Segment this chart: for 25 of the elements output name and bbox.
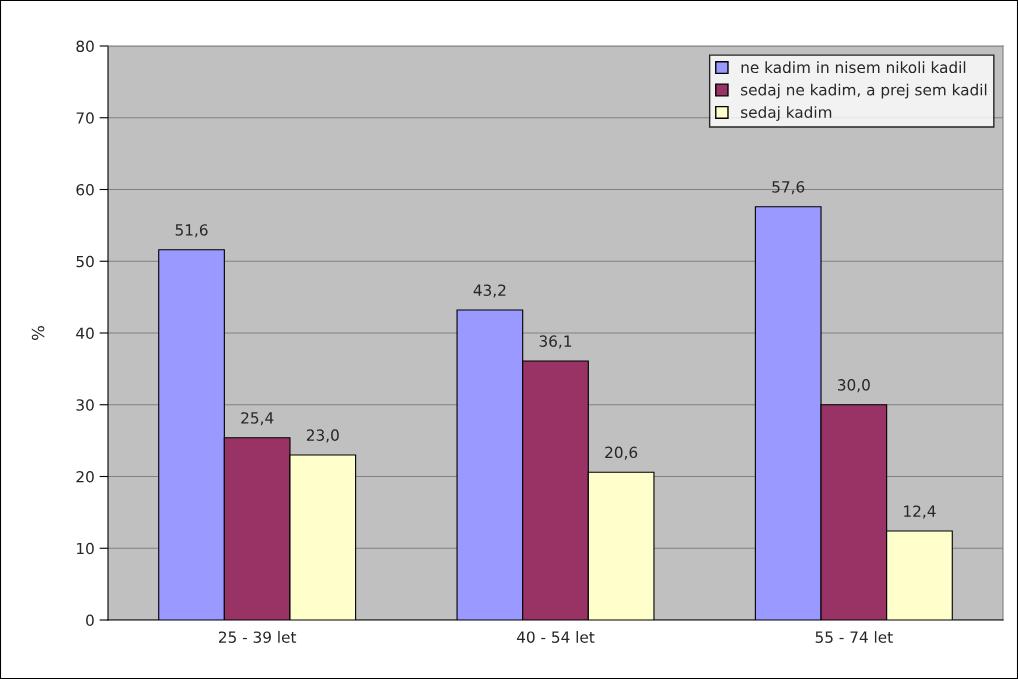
y-tick-label: 50 (76, 255, 94, 268)
y-tick-label: 20 (76, 470, 94, 483)
data-label: 57,6 (772, 181, 805, 195)
data-label: 20,6 (605, 446, 638, 460)
data-label: 51,6 (175, 224, 208, 238)
y-tick-label: 60 (76, 183, 94, 196)
data-label: 25,4 (241, 412, 274, 426)
legend-label: sedaj ne kadim, a prej sem kadil (741, 83, 987, 99)
y-tick-label: 30 (76, 399, 94, 411)
data-label: 23,0 (306, 429, 339, 443)
legend-label: ne kadim in nisem nikoli kadil (741, 61, 966, 74)
y-tick-label: 0 (86, 614, 94, 627)
x-tick-label: 40 - 54 let (516, 631, 595, 643)
data-label: 36,1 (539, 335, 572, 349)
legend-label: sedaj kadim (741, 106, 832, 121)
data-label: 12,4 (904, 505, 936, 519)
y-tick-label: 80 (76, 40, 94, 53)
y-axis-title: % (31, 326, 45, 340)
x-tick-label: 25 - 39 let (218, 631, 297, 643)
data-label: 43,2 (473, 284, 506, 298)
data-label: 30,0 (837, 379, 870, 393)
x-tick-label: 55 - 74 let (815, 631, 893, 643)
y-tick-label: 40 (76, 327, 94, 340)
y-tick-label: 70 (76, 112, 94, 124)
y-tick-label: 10 (77, 542, 94, 555)
